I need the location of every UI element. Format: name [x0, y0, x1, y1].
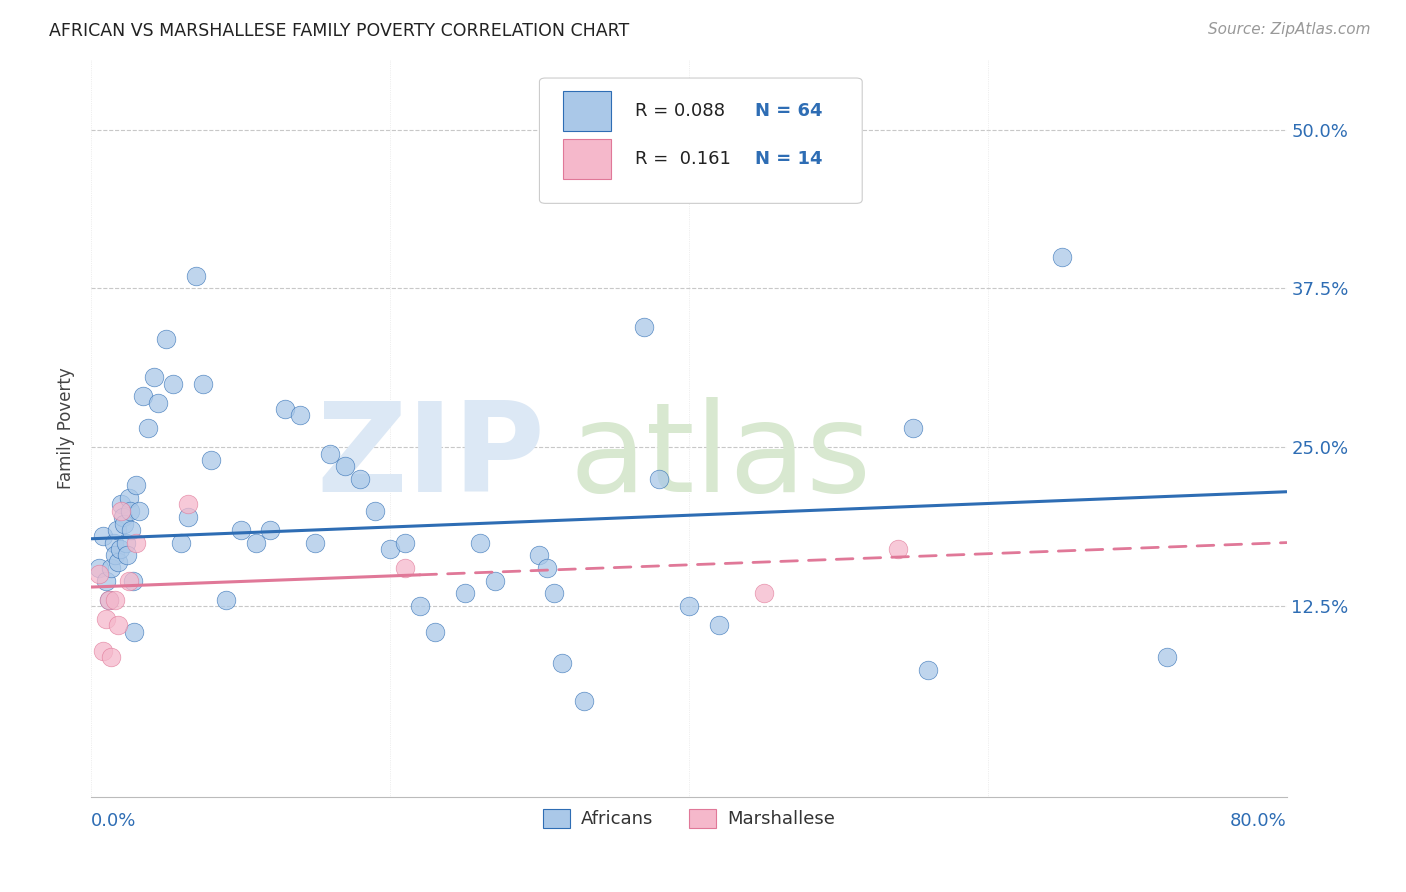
- Text: ZIP: ZIP: [316, 397, 546, 518]
- Point: [454, 586, 477, 600]
- Text: AFRICAN VS MARSHALLESE FAMILY POVERTY CORRELATION CHART: AFRICAN VS MARSHALLESE FAMILY POVERTY CO…: [49, 22, 630, 40]
- Point: [214, 592, 236, 607]
- Point: [117, 574, 139, 588]
- Point: [1052, 250, 1074, 264]
- Point: [1156, 650, 1178, 665]
- Point: [409, 599, 432, 614]
- Point: [98, 592, 121, 607]
- Point: [98, 592, 121, 607]
- Point: [551, 657, 574, 671]
- Point: [87, 561, 110, 575]
- Point: [110, 498, 132, 512]
- Point: [148, 396, 170, 410]
- Point: [128, 504, 150, 518]
- Point: [364, 504, 387, 518]
- Point: [103, 535, 125, 549]
- Text: 80.0%: 80.0%: [1230, 812, 1286, 830]
- Point: [118, 504, 141, 518]
- Point: [105, 523, 128, 537]
- Point: [132, 389, 155, 403]
- Point: [752, 586, 775, 600]
- Point: [177, 498, 200, 512]
- Point: [111, 510, 134, 524]
- Text: Source: ZipAtlas.com: Source: ZipAtlas.com: [1208, 22, 1371, 37]
- Point: [290, 409, 312, 423]
- Point: [104, 592, 127, 607]
- Point: [162, 376, 184, 391]
- Point: [107, 618, 129, 632]
- Text: N = 14: N = 14: [755, 150, 823, 168]
- Point: [94, 612, 117, 626]
- Point: [124, 624, 146, 639]
- Text: R =  0.161: R = 0.161: [636, 150, 731, 168]
- Point: [543, 586, 565, 600]
- Text: N = 64: N = 64: [755, 103, 823, 120]
- Point: [122, 574, 145, 588]
- Point: [319, 447, 342, 461]
- Point: [229, 523, 252, 537]
- Point: [100, 650, 122, 665]
- FancyBboxPatch shape: [540, 78, 862, 203]
- Point: [136, 421, 159, 435]
- Text: R = 0.088: R = 0.088: [636, 103, 725, 120]
- Point: [108, 541, 131, 556]
- Text: 0.0%: 0.0%: [91, 812, 136, 830]
- Point: [155, 332, 177, 346]
- Point: [423, 624, 446, 639]
- Point: [115, 549, 138, 563]
- Text: atlas: atlas: [569, 397, 872, 518]
- Point: [200, 453, 222, 467]
- Point: [94, 574, 117, 588]
- Point: [633, 319, 655, 334]
- Point: [193, 376, 215, 391]
- Point: [114, 535, 136, 549]
- Point: [110, 504, 132, 518]
- Point: [529, 549, 551, 563]
- Point: [484, 574, 506, 588]
- Point: [707, 618, 730, 632]
- Point: [117, 491, 139, 505]
- Point: [125, 478, 148, 492]
- Point: [378, 541, 401, 556]
- Point: [107, 555, 129, 569]
- Point: [245, 535, 267, 549]
- Point: [259, 523, 281, 537]
- Point: [184, 268, 207, 283]
- Point: [678, 599, 700, 614]
- Point: [170, 535, 193, 549]
- Point: [648, 472, 671, 486]
- FancyBboxPatch shape: [564, 91, 612, 131]
- Point: [121, 523, 143, 537]
- Point: [917, 663, 939, 677]
- Point: [104, 549, 127, 563]
- Point: [87, 567, 110, 582]
- Point: [274, 402, 297, 417]
- Point: [468, 535, 491, 549]
- Legend: Africans, Marshallese: Africans, Marshallese: [536, 802, 842, 836]
- Point: [901, 421, 924, 435]
- Point: [394, 561, 416, 575]
- Point: [304, 535, 326, 549]
- Point: [394, 535, 416, 549]
- Point: [142, 370, 165, 384]
- Y-axis label: Family Poverty: Family Poverty: [58, 368, 75, 489]
- Point: [574, 694, 596, 708]
- Point: [177, 510, 200, 524]
- Point: [125, 535, 148, 549]
- Point: [100, 561, 122, 575]
- Point: [335, 459, 357, 474]
- Point: [887, 541, 910, 556]
- Point: [112, 516, 135, 531]
- Point: [91, 529, 114, 543]
- Point: [536, 561, 558, 575]
- Point: [349, 472, 371, 486]
- FancyBboxPatch shape: [564, 139, 612, 179]
- Point: [91, 643, 114, 657]
